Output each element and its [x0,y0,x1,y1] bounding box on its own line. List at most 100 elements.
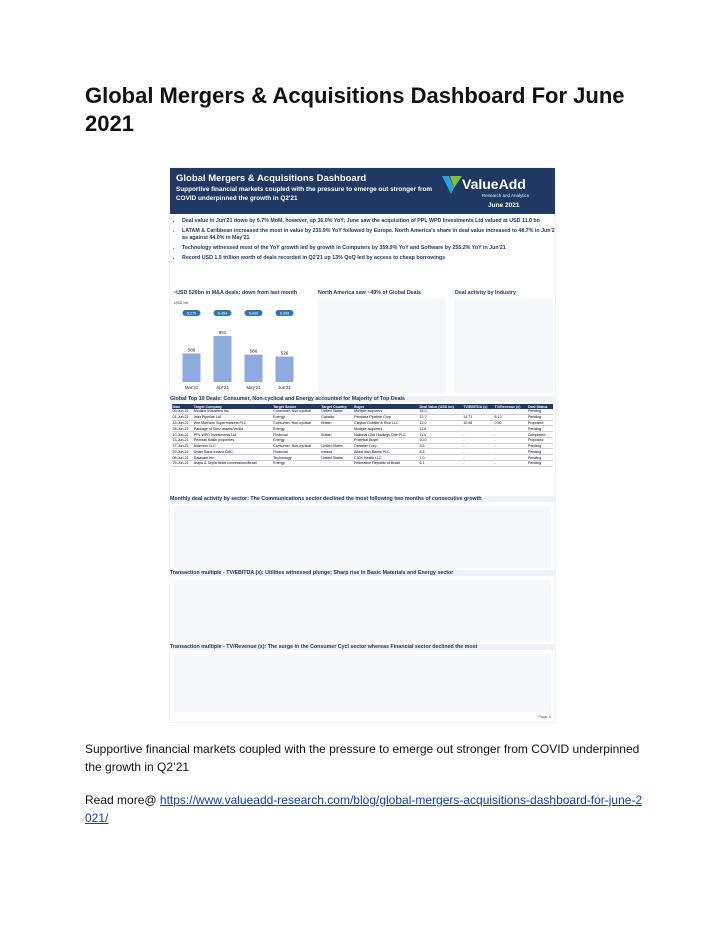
table-cell: PPL WPD Investments Ltd [193,431,273,438]
chart-panel [174,580,551,642]
table-cell: Federative Republic of Brazil [353,460,419,467]
caption: Supportive financial markets coupled wit… [85,742,640,774]
table-cell: 10-Jun-21 [172,431,194,438]
table-cell: Pending [527,454,553,462]
table-cell: 17-Jun-21 [172,443,194,450]
bar [275,356,294,382]
table-cell: Financial [272,431,321,438]
chart-panel [174,506,551,568]
table-cell: United States [320,443,354,450]
table-row: 08-Jun-21 Datavant Inc Technology United St… [172,454,553,462]
brand-tagline: Research and Analytics [482,193,530,198]
region-panel [318,299,446,393]
table-cell: - [494,431,528,438]
bullet: Record USD 1.5 trillion worth of deals r… [182,255,555,262]
table-cell: 28-Jun-21 [172,425,194,433]
deal-count-pill [182,310,201,316]
column-header: Target Sector [272,404,321,409]
table-cell: Proposed [527,437,553,444]
table-cell: Multiple acquirers [353,409,419,415]
chart-panel [174,654,551,712]
table-cell: Consumer, Non-cyclical [272,420,321,427]
bar [213,336,232,382]
table-cell: Medline Industries Inc [193,409,273,415]
table-cell: Potential Buyer [353,437,419,444]
table-cell: CIOX Health LLC [353,454,419,462]
table-cell: Allied Irish Banks PLC [353,448,419,456]
table-cell: 01-Jun-21 [172,414,194,421]
column-header: Target Company [193,404,273,409]
table-row: 29-Jun-21 Atapu & Sepia fields concession… [172,460,553,467]
section-title: Transaction multiple - TV/EBITDA (x): Ut… [170,570,555,576]
read-more: Read more@ https://www.valueadd-research… [85,791,645,827]
table-cell: - [462,460,495,467]
table-cell: Pembina Pipeline Corp [353,414,419,421]
dashboard-header: Global Mergers & Acquisitions Dashboard … [170,168,555,214]
value-label: 566 [250,349,258,354]
table-cell: Energy [272,437,321,444]
column-header: Deal Value (USD bn) [418,404,463,409]
deal-count-label: 5,430 [249,311,259,315]
table-cell: Technology [272,454,321,462]
table-cell: Atapu & Sepia fields concessions/Brazil [193,460,273,467]
table-cell: Pending [527,425,553,433]
table-cell: - [462,425,495,433]
table-cell: Aldevron LLC [193,443,273,450]
table-cell: 34.0 [418,409,463,415]
table-cell: Ireland [320,448,354,456]
table-cell: 29-Jun-21 [172,448,194,456]
table-cell: Canada [320,414,354,421]
x-tick-label: May'21 [246,385,261,390]
table-cell: 10.98 [462,420,495,427]
top-deals-table: Date Target Company Target Sector Target Co… [172,404,553,467]
table-cell: - [494,425,528,433]
table-cell: Pending [527,448,553,456]
table-cell: 7.0 [418,454,463,462]
value-label: 526 [281,351,289,356]
brand-name: ValueAdd [462,176,526,192]
dashboard-date: June 2021 [488,202,520,209]
table-cell: United States [320,454,354,462]
table-cell: Pending [527,443,553,450]
x-tick-label: Apr'21 [216,385,229,390]
unit-label: USD bn [174,300,188,305]
header-row: Date Target Company Target Sector Target Co… [172,404,553,409]
link[interactable]: https://www.valueadd-research.com/blog/g… [85,793,643,825]
table-cell: - [494,448,528,456]
column-header: TV/Revenue (x) [494,404,528,409]
table-row: 17-Jun-21 Aldevron LLC Consumer, Non-cycli… [172,443,553,450]
bullet: Deal value in Jun'21 down by 6.7% MoM, h… [182,218,555,225]
table-cell: - [462,454,495,462]
table-cell: Britain [320,431,354,438]
table-cell: - [494,454,528,462]
table-cell: Wm Morrison Supermarkets PLC [193,420,273,427]
table-cell: - [494,443,528,450]
table-cell: Multiple acquirers [353,425,419,433]
table-cell: - [494,409,528,415]
deal-count-label: 6,454 [218,311,228,315]
table-cell: 12.0 [418,420,463,427]
deal-count-pill [213,310,232,316]
table-cell: Datavant Inc [193,454,273,462]
table-cell: Financial [272,448,321,456]
table-cell: National Grid Holdings One PLC [353,431,419,438]
table-row: 05-Jun-21 Medline Industries Inc Consumer,… [172,409,553,415]
page-title: Global Mergers & Acquisitions Dashboard … [85,83,625,136]
table-cell: United States [320,409,354,415]
value-chart: USD bn 5,270 589 Mar'21 6,454 951 Apr'21 5,430 5… [174,300,294,390]
page-number: Page 1 [538,714,551,719]
deal-count-label: 5,270 [187,311,197,315]
dashboard-subtitle: Supportive financial markets coupled wit… [176,186,433,202]
table-cell: 10.0 [418,437,463,444]
table-cell: Britain [320,420,354,427]
deal-count-label: 6,098 [280,311,290,315]
table-cell: - [494,460,528,467]
bullet: Technology witnessed most of the YoY gro… [182,245,555,252]
deal-count-pill [275,310,294,316]
table-cell: 6.1 [418,460,463,467]
table-cell: - [494,437,528,444]
table-cell: - [462,409,495,415]
column-header: TV/EBITDA (x) [462,404,495,409]
table-cell: 6.13 [494,414,528,421]
